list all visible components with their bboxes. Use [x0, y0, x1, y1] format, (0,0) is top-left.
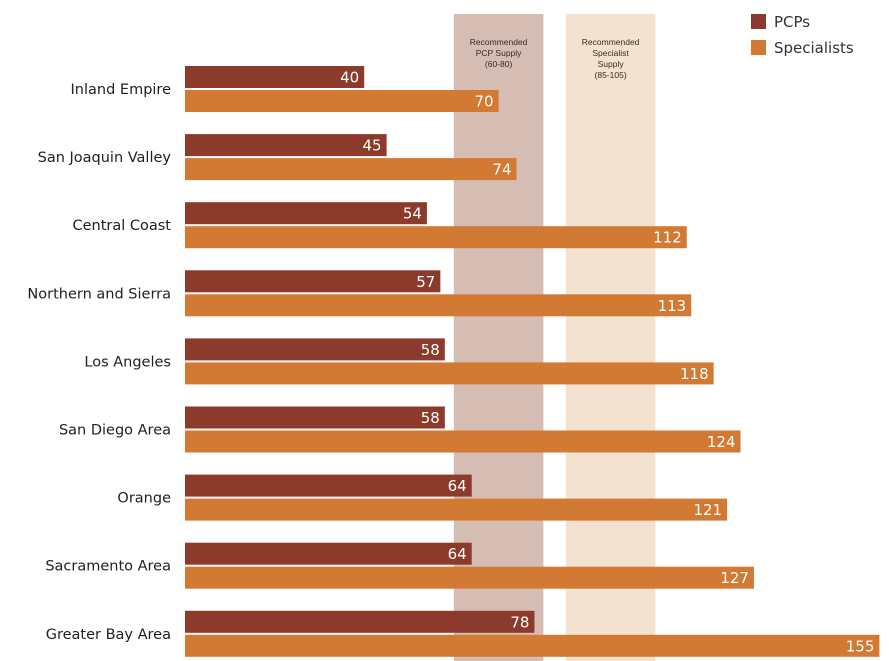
- data-label-specialist-5: 124: [707, 433, 736, 451]
- data-label-pcp-8: 78: [510, 613, 529, 631]
- data-label-pcp-2: 54: [403, 205, 422, 223]
- bar-specialist-5: [185, 430, 741, 453]
- legend-label-1: Specialists: [774, 39, 854, 57]
- bar-pcp-3: [185, 270, 441, 293]
- data-label-pcp-5: 58: [421, 409, 440, 427]
- category-label-7: Sacramento Area: [45, 559, 171, 575]
- bar-pcp-4: [185, 338, 445, 361]
- bar-pcp-0: [185, 66, 365, 88]
- data-label-specialist-0: 70: [475, 93, 494, 111]
- category-label-0: Inland Empire: [71, 82, 172, 98]
- bar-specialist-6: [185, 498, 728, 521]
- reference-band-1-label-line-2: Supply: [598, 59, 625, 69]
- category-label-1: San Joaquin Valley: [38, 150, 172, 166]
- legend-label-0: PCPs: [774, 13, 810, 31]
- data-label-specialist-8: 155: [846, 637, 875, 655]
- category-label-5: San Diego Area: [59, 423, 171, 439]
- category-label-4: Los Angeles: [84, 354, 171, 370]
- category-label-8: Greater Bay Area: [46, 627, 171, 643]
- bar-specialist-7: [185, 566, 754, 589]
- bar-pcp-7: [185, 542, 472, 565]
- bar-specialist-1: [185, 158, 517, 181]
- bar-specialist-3: [185, 294, 692, 317]
- bar-pcp-6: [185, 474, 472, 497]
- bar-pcp-5: [185, 406, 445, 429]
- data-label-pcp-0: 40: [340, 69, 359, 87]
- legend-swatch-1: [751, 40, 766, 55]
- data-label-specialist-6: 121: [693, 501, 722, 519]
- data-label-pcp-6: 64: [448, 477, 467, 495]
- category-label-3: Northern and Sierra: [27, 286, 171, 302]
- bar-specialist-2: [185, 226, 687, 249]
- data-label-pcp-3: 57: [416, 273, 435, 291]
- category-label-2: Central Coast: [72, 218, 171, 234]
- data-label-specialist-7: 127: [720, 569, 749, 587]
- bar-specialist-4: [185, 362, 714, 385]
- bar-specialist-8: [185, 634, 880, 657]
- legend-swatch-0: [751, 14, 766, 29]
- reference-band-0-label-line-1: PCP Supply: [476, 48, 522, 58]
- reference-band-1-label-line-0: Recommended: [582, 37, 640, 47]
- data-label-pcp-1: 45: [363, 137, 382, 155]
- reference-band-0-label-line-2: (60-80): [485, 59, 513, 69]
- data-label-specialist-3: 113: [658, 297, 687, 315]
- bar-specialist-0: [185, 90, 499, 112]
- category-label-6: Orange: [117, 491, 171, 507]
- data-label-specialist-4: 118: [680, 365, 709, 383]
- data-label-specialist-2: 112: [653, 229, 682, 247]
- reference-band-1-label-line-1: Specialist: [592, 48, 629, 58]
- bar-pcp-1: [185, 134, 387, 157]
- bar-pcp-8: [185, 610, 535, 633]
- data-label-specialist-1: 74: [492, 161, 511, 179]
- reference-band-1: [565, 14, 656, 661]
- reference-band-1-label-line-3: (85-105): [595, 70, 627, 80]
- data-label-pcp-4: 58: [421, 341, 440, 359]
- bar-pcp-2: [185, 202, 427, 225]
- reference-band-0-label-line-0: Recommended: [470, 37, 528, 47]
- data-label-pcp-7: 64: [448, 545, 467, 563]
